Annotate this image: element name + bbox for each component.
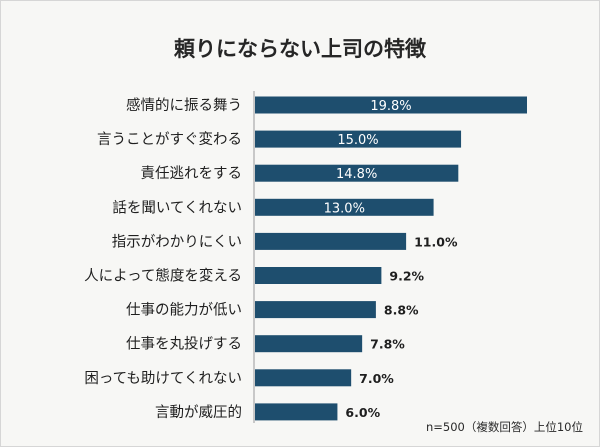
data-label: 14.8%	[336, 167, 377, 182]
data-label: 7.0%	[359, 371, 394, 386]
bar	[255, 130, 462, 148]
category-label: 責任逃れをする	[141, 165, 243, 182]
data-label: 11.0%	[414, 234, 458, 249]
data-label: 19.8%	[370, 99, 411, 114]
bar	[255, 164, 459, 182]
category-label: 仕事を丸投げする	[126, 336, 242, 353]
data-label: 6.0%	[345, 405, 380, 420]
category-label: 言動が威圧的	[155, 404, 242, 421]
data-label: 15.0%	[337, 133, 378, 148]
category-label: 感情的に振る舞う	[126, 97, 242, 114]
bar	[255, 267, 382, 284]
bar	[255, 232, 407, 250]
category-label: 人によって態度を変える	[84, 268, 242, 285]
bar	[255, 301, 376, 319]
data-label: 9.2%	[389, 269, 424, 284]
chart-title: 頼りにならない上司の特徴	[174, 37, 427, 61]
data-label: 13.0%	[324, 201, 365, 216]
bars-group: 感情的に振る舞う 19.8% 言うことがすぐ変わる 15.0% 責任逃れをする 14.8%…	[84, 96, 527, 421]
bar	[255, 403, 338, 421]
category-label: 指示がわかりにくい	[112, 233, 242, 250]
bar	[255, 198, 434, 216]
category-label: 仕事の能力が低い	[126, 302, 242, 319]
data-label: 8.8%	[384, 303, 419, 318]
category-label: 言うことがすぐ変わる	[97, 131, 242, 148]
data-label: 7.8%	[370, 337, 405, 352]
sample-note: n=500（複数回答）上位10位	[426, 420, 583, 434]
category-label: 困っても助けてくれない	[84, 370, 242, 387]
bar	[255, 96, 527, 114]
bar	[255, 335, 363, 353]
category-label: 話を聞いてくれない	[112, 199, 242, 216]
bar	[255, 369, 352, 387]
